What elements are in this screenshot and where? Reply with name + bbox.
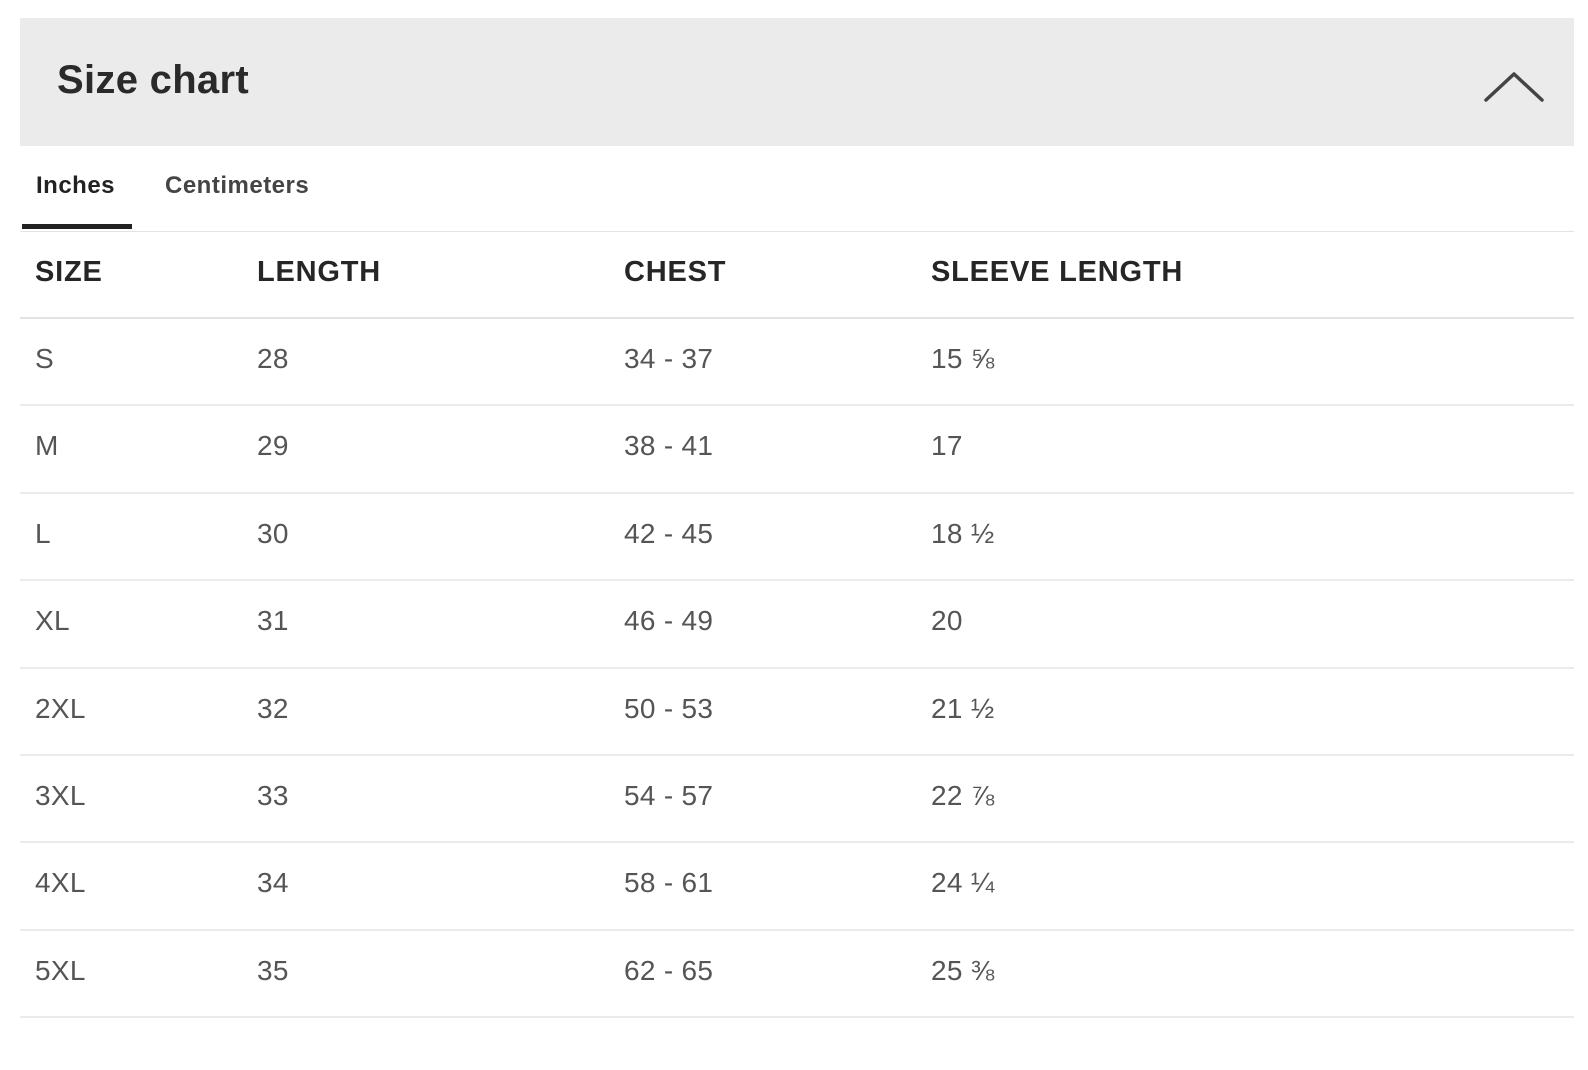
chest-cell: 62 - 65 <box>624 954 714 986</box>
sleeve-length-cell: 20 <box>931 605 963 637</box>
sleeve-length-cell: 18 ½ <box>931 517 995 549</box>
sleeve-length-cell: 22 ⅞ <box>931 779 995 811</box>
table-row: M 29 38 - 41 17 <box>20 406 1574 494</box>
size-cell: M <box>35 430 59 462</box>
sleeve-length-cell: 24 ¼ <box>931 867 995 899</box>
chest-cell: 38 - 41 <box>624 430 714 462</box>
length-cell: 32 <box>257 692 289 724</box>
length-cell: 35 <box>257 954 289 986</box>
size-cell: XL <box>35 605 70 637</box>
size-cell: 2XL <box>35 692 86 724</box>
table-row: XL 31 46 - 49 20 <box>20 581 1574 669</box>
unit-tabs: Inches Centimeters <box>20 146 1574 232</box>
column-header-chest: CHEST <box>624 256 727 288</box>
chest-cell: 34 - 37 <box>624 343 714 374</box>
table-row: 3XL 33 54 - 57 22 ⅞ <box>20 756 1574 844</box>
tab-inches[interactable]: Inches <box>36 172 116 199</box>
size-chart-header[interactable]: Size chart <box>20 18 1574 146</box>
sleeve-length-cell: 25 ⅜ <box>931 954 995 986</box>
chest-cell: 58 - 61 <box>624 867 714 899</box>
table-row: 2XL 32 50 - 53 21 ½ <box>20 669 1574 756</box>
size-cell: 5XL <box>35 954 86 986</box>
size-cell: 3XL <box>35 779 86 811</box>
table-row: 4XL 34 58 - 61 24 ¼ <box>20 843 1574 931</box>
length-cell: 34 <box>257 867 289 899</box>
chest-cell: 42 - 45 <box>624 517 714 549</box>
size-cell: L <box>35 517 51 549</box>
column-header-length: LENGTH <box>257 256 382 288</box>
table-row: S 28 34 - 37 15 ⅝ <box>20 319 1574 407</box>
chest-cell: 46 - 49 <box>624 605 714 637</box>
length-cell: 31 <box>257 605 289 637</box>
chest-cell: 50 - 53 <box>624 692 714 724</box>
tab-centimeters[interactable]: Centimeters <box>165 172 310 199</box>
table-row: L 30 42 - 45 18 ½ <box>20 494 1574 582</box>
active-tab-indicator <box>22 224 132 229</box>
size-table: SIZE LENGTH CHEST SLEEVE LENGTH S 28 34 … <box>20 232 1574 1019</box>
table-row: 5XL 35 62 - 65 25 ⅜ <box>20 931 1574 1019</box>
size-chart-title: Size chart <box>57 58 249 102</box>
length-cell: 29 <box>257 430 289 462</box>
chest-cell: 54 - 57 <box>624 779 714 811</box>
size-cell: S <box>35 343 54 374</box>
chevron-up-icon[interactable] <box>1480 68 1548 108</box>
length-cell: 30 <box>257 517 289 549</box>
column-header-sleeve-length: SLEEVE LENGTH <box>931 256 1184 288</box>
sleeve-length-cell: 15 ⅝ <box>931 343 995 374</box>
size-cell: 4XL <box>35 867 86 899</box>
sleeve-length-cell: 17 <box>931 430 963 462</box>
length-cell: 33 <box>257 779 289 811</box>
table-header-row: SIZE LENGTH CHEST SLEEVE LENGTH <box>20 232 1574 319</box>
column-header-size: SIZE <box>35 256 103 288</box>
sleeve-length-cell: 21 ½ <box>931 692 995 724</box>
length-cell: 28 <box>257 343 289 374</box>
